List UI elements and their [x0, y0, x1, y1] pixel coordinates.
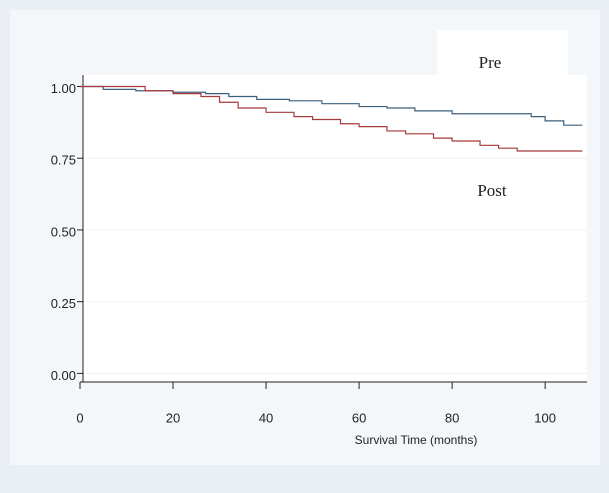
survival-curve: [80, 85, 583, 152]
series-label: Post: [477, 181, 507, 200]
x-tick-label: 20: [166, 410, 180, 425]
x-tick-label: 0: [76, 410, 83, 425]
y-tick-label: 0.25: [51, 296, 76, 311]
y-tick-label: 0.75: [51, 153, 76, 168]
legend-box: [437, 30, 568, 80]
x-axis-label: Survival Time (months): [355, 433, 478, 447]
x-tick-label: 80: [445, 410, 459, 425]
x-tick-label: 40: [259, 410, 273, 425]
series-label: Pre: [479, 53, 502, 72]
x-tick-label: 100: [534, 410, 556, 425]
y-tick-label: 1.00: [51, 81, 76, 96]
x-tick-label: 60: [352, 410, 366, 425]
y-tick-label: 0.00: [51, 368, 76, 383]
y-tick-label: 0.50: [51, 224, 76, 239]
legend-box: [428, 160, 568, 230]
